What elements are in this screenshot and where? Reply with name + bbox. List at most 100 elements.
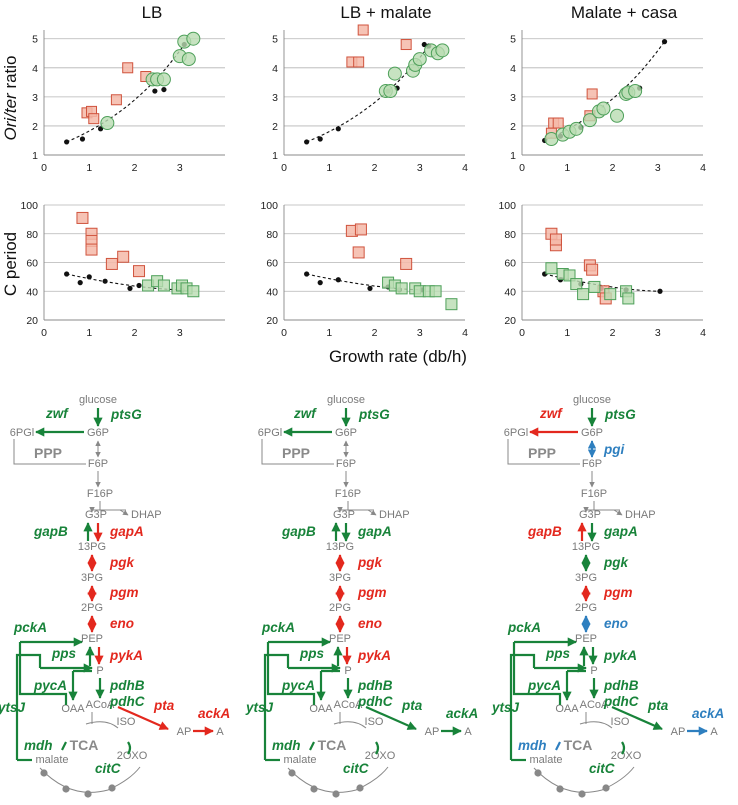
metabolite-pg13: 13PG (78, 541, 106, 553)
reaction-pckA-path (512, 642, 562, 705)
metabolite-tca: TCA (318, 737, 347, 753)
gene-pgi: pgi (603, 442, 624, 457)
data-point-green (545, 262, 558, 275)
metabolite-iso: ISO (611, 716, 630, 728)
metabolite-g3p: G3P (333, 509, 355, 521)
data-point-green (157, 279, 170, 292)
x-tick-label: 4 (700, 162, 706, 174)
y-tick-label: 3 (510, 92, 516, 104)
data-point-green (429, 285, 442, 298)
gene-pycA: pycA (33, 678, 67, 693)
data-point-black (657, 288, 663, 294)
y-tick-label: 40 (266, 286, 278, 298)
x-tick-label: 0 (281, 162, 287, 174)
metabolite-pgl: 6PGl (10, 427, 34, 439)
metabolite-pg2: 2PG (575, 602, 597, 614)
metabolite-f6p: F6P (582, 458, 602, 470)
data-point-red (354, 223, 367, 236)
reaction-mdh (555, 741, 561, 751)
tca-cycle-node (288, 769, 296, 777)
gene-pdhB: pdhB (357, 678, 393, 693)
tca-cycle-node (62, 785, 70, 793)
gene-ackA: ackA (198, 706, 230, 721)
x-tick-label: 3 (655, 327, 661, 339)
reaction-pckA-path (18, 642, 68, 705)
gene-citC: citC (343, 761, 369, 776)
metabolite-ap: AP (671, 726, 686, 738)
x-tick-label: 3 (177, 162, 183, 174)
metabolite-pgl: 6PGl (258, 427, 282, 439)
x-tick-label: 3 (655, 162, 661, 174)
tca-cycle-node (356, 784, 364, 792)
data-point-black (335, 126, 341, 132)
gene-pta: pta (647, 698, 669, 713)
metabolite-pg3: 3PG (575, 572, 597, 584)
data-point-red (105, 257, 118, 270)
x-tick-label: 0 (519, 327, 525, 339)
data-point-red (122, 62, 134, 74)
metabolite-dhap: DHAP (625, 509, 656, 521)
x-tick-label: 3 (417, 327, 423, 339)
data-point-red (549, 233, 562, 246)
y-tick-label: 100 (20, 200, 38, 212)
metabolite-pg3: 3PG (329, 572, 351, 584)
data-point-red (353, 56, 365, 68)
data-point-green (596, 101, 611, 116)
reaction-ald-dhap (613, 509, 623, 516)
tca-cycle-node (310, 785, 318, 793)
x-tick-label: 1 (86, 162, 92, 174)
reaction-ald-dhap (119, 509, 129, 516)
chart-panel-3: 20 40 60 80 100 0 1 2 3 (20, 200, 225, 339)
tca-cycle-node (556, 785, 564, 793)
x-tick-label: 2 (610, 327, 616, 339)
x-tick-label: 1 (86, 327, 92, 339)
metabolite-g6p: G6P (581, 427, 603, 439)
x-tick-label: 1 (564, 162, 570, 174)
y-tick-label: 40 (26, 286, 38, 298)
y-tick-label: 2 (32, 121, 38, 133)
y-label-c-period: C period (1, 232, 20, 296)
reaction-pckA-path (266, 642, 316, 705)
tca-cycle-arc (533, 766, 635, 793)
data-point-green (186, 31, 201, 46)
trend-line (66, 44, 185, 143)
gene-pgk: pgk (357, 555, 383, 570)
gene-mdh: mdh (518, 738, 547, 753)
y-tick-label: 1 (32, 150, 38, 162)
y-tick-label: 20 (266, 315, 278, 327)
x-tick-label: 1 (326, 162, 332, 174)
reaction-ytsJ-path (15, 653, 42, 760)
y-tick-label: 5 (510, 34, 516, 46)
panel-title-lb-malate: LB + malate (340, 3, 431, 22)
x-tick-label: 0 (41, 162, 47, 174)
data-point-green (569, 121, 584, 136)
data-point-black (421, 41, 427, 48)
gene-pgk: pgk (109, 555, 135, 570)
gene-citC: citC (589, 761, 615, 776)
data-point-green (387, 66, 402, 81)
gene-pykA: pykA (109, 648, 143, 663)
gene-pycA: pycA (281, 678, 315, 693)
tca-cycle-arc (287, 766, 389, 793)
gene-pta: pta (401, 698, 423, 713)
gene-ackA: ackA (692, 706, 724, 721)
metabolite-malate: malate (529, 754, 562, 766)
gene-mdh: mdh (24, 738, 53, 753)
metabolite-pyr: P (590, 665, 597, 677)
data-point-red (400, 257, 413, 270)
metabolite-g3p: G3P (85, 509, 107, 521)
gene-ptsG: ptsG (358, 407, 390, 422)
metabolite-a: A (216, 726, 224, 738)
data-point-black (136, 282, 142, 289)
data-point-green (383, 84, 398, 99)
metabolite-tca: TCA (564, 737, 593, 753)
tca-cycle-node (108, 784, 116, 792)
metabolite-oaa: OAA (555, 703, 579, 715)
